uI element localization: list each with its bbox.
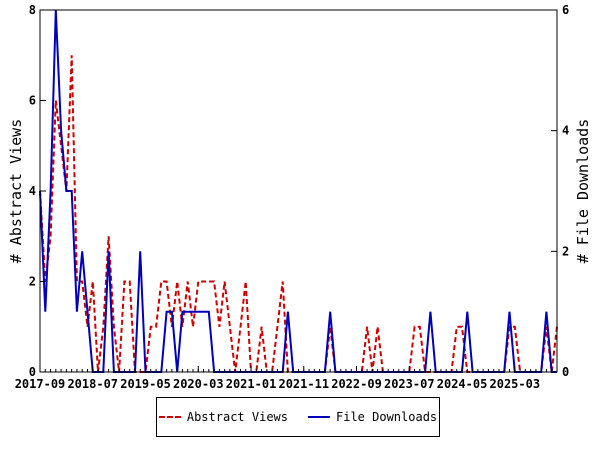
plot-lines — [39, 9, 558, 373]
legend-item-file-downloads: File Downloads — [308, 410, 437, 424]
x-tick-label: 2022-09 — [331, 377, 382, 391]
series-line-file-downloads — [39, 9, 557, 373]
legend-label-file-downloads: File Downloads — [336, 410, 438, 424]
y-right-tick-label: 2 — [562, 244, 569, 258]
legend-item-abstract-views: Abstract Views — [158, 410, 288, 424]
x-tick-label: 2018-07 — [67, 377, 118, 391]
x-tick-label: 2021-11 — [278, 377, 329, 391]
y-right-tick-label: 6 — [562, 3, 569, 17]
x-tick-label: 2017-09 — [15, 377, 66, 391]
y-right-tick-label: 0 — [562, 365, 569, 379]
y-left-tick-label: 0 — [29, 365, 36, 379]
legend-swatch-file-downloads — [308, 416, 330, 418]
x-tick-label: 2021-01 — [226, 377, 277, 391]
y-left-tick-label: 2 — [29, 275, 36, 289]
legend-swatch-abstract-views — [158, 416, 181, 418]
y-left-tick-label: 4 — [29, 184, 36, 198]
x-axis-ticks: 2017-09 2018-07 2019-05 2020-03 2021-01 2021-… — [15, 366, 558, 391]
y-right-axis-title: # File Downloads — [574, 119, 592, 264]
y-left-axis-ticks: 0 2 4 6 8 — [29, 3, 46, 379]
x-tick-label: 2025-03 — [490, 377, 541, 391]
legend: Abstract Views File Downloads — [156, 397, 440, 437]
x-tick-label: 2020-03 — [173, 377, 224, 391]
x-tick-label: 2024-05 — [437, 377, 488, 391]
x-tick-label: 2023-07 — [384, 377, 435, 391]
y-left-tick-label: 8 — [29, 3, 36, 17]
y-right-axis-ticks: 0 2 4 6 — [551, 3, 569, 379]
plot-frame — [39, 9, 558, 373]
x-tick-label: 2019-05 — [120, 377, 171, 391]
y-left-axis-title: # Abstract Views — [7, 119, 25, 264]
y-right-tick-label: 4 — [562, 124, 569, 138]
y-left-tick-label: 6 — [29, 94, 36, 108]
series-line-abstract-views — [39, 55, 558, 373]
legend-label-abstract-views: Abstract Views — [186, 410, 288, 424]
